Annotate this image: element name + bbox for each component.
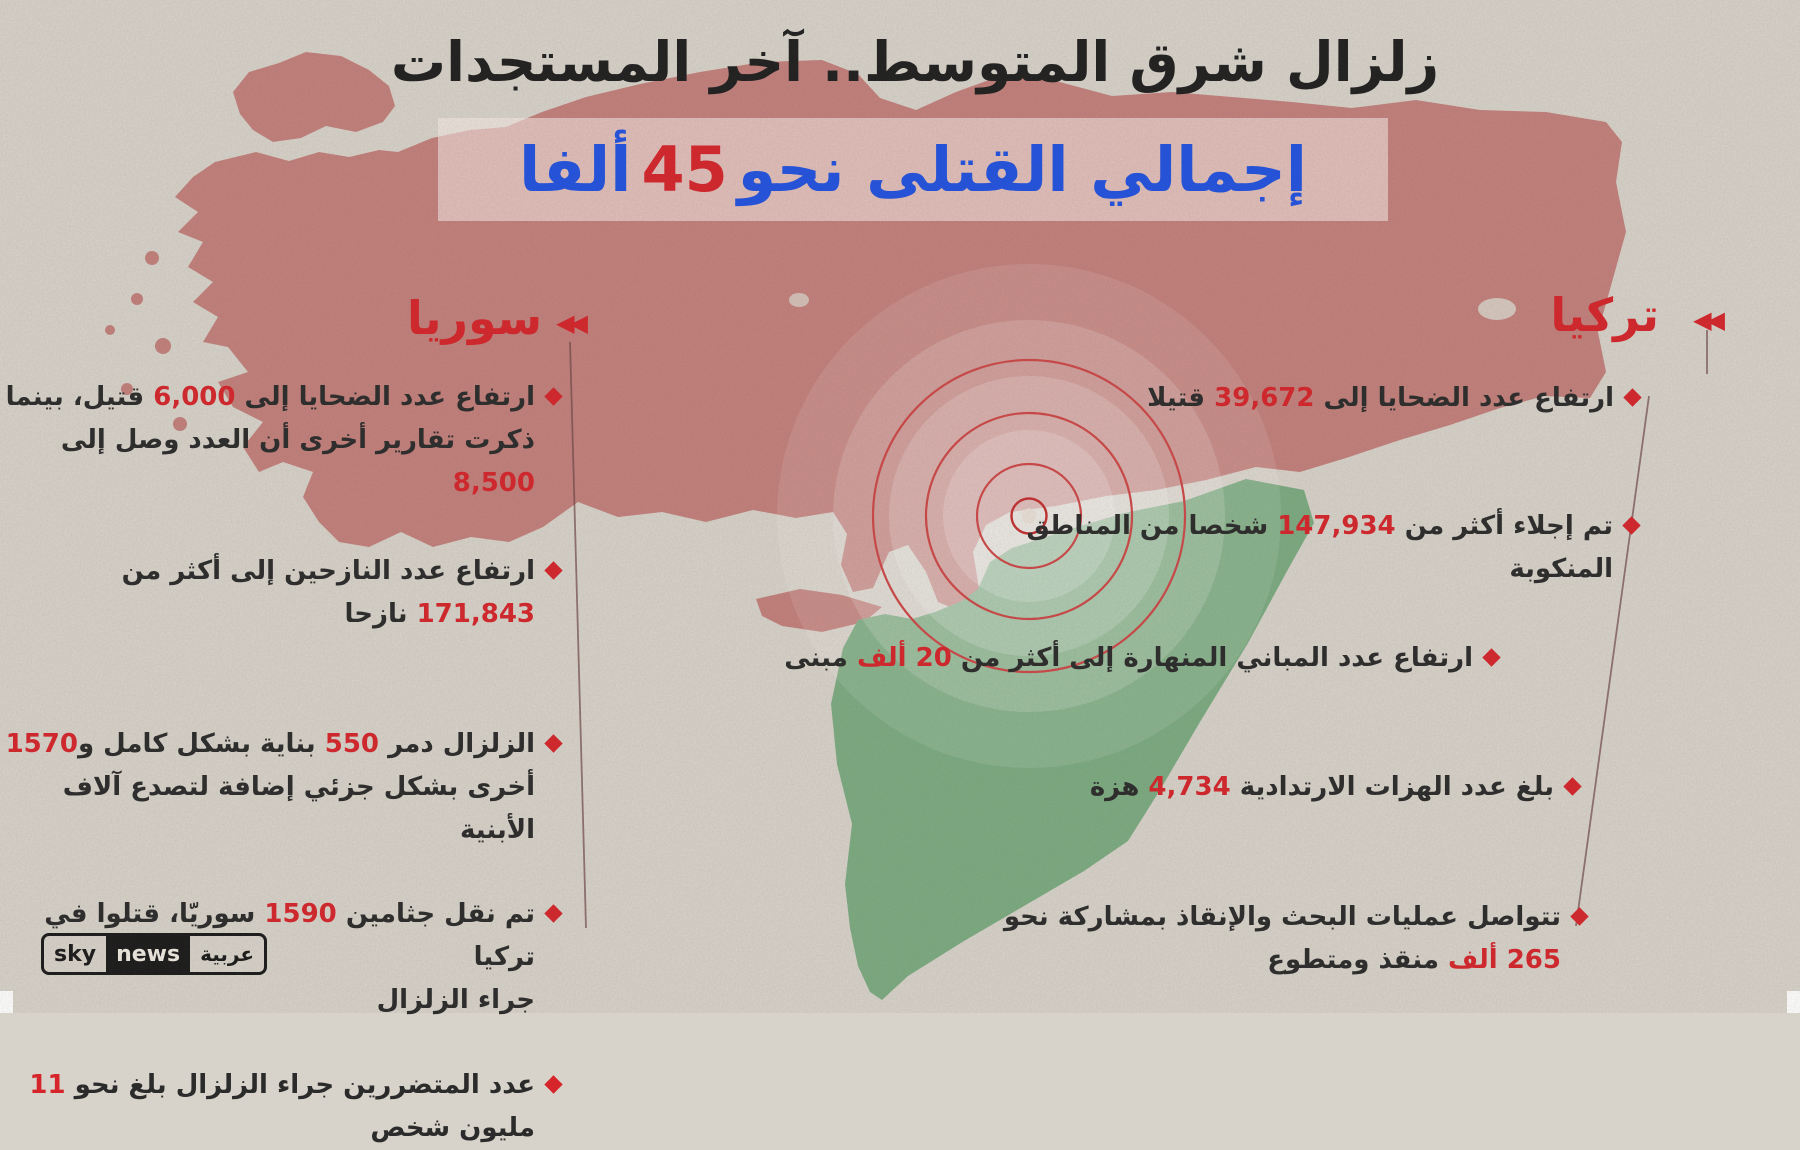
- bullet-item: تتواصل عمليات البحث والإنقاذ بمشاركة نحو…: [1003, 896, 1589, 982]
- bullet-item: عدد المتضررين جراء الزلزال بلغ نحو 11 مل…: [0, 1064, 563, 1150]
- diamond-bullet-icon: [1622, 516, 1641, 535]
- bullet-text: بلغ عدد الهزات الارتدادية 4,734 هزة: [1089, 772, 1554, 802]
- logo-arabia-text: عربية: [200, 942, 254, 966]
- diamond-bullet-icon: [1623, 388, 1642, 407]
- bullet-item: تم إجلاء أكثر من 147,934 شخصا من المناطق…: [1026, 505, 1641, 591]
- bullet-item: ارتفاع عدد المباني المنهارة إلى أكثر من …: [784, 637, 1501, 680]
- diamond-bullet-icon: [1563, 777, 1582, 796]
- bullet-text: ارتفاع عدد المباني المنهارة إلى أكثر من …: [784, 643, 1473, 673]
- skynews-arabia-logo: sky news عربية: [41, 933, 267, 975]
- bullet-text: ارتفاع عدد الضحايا إلى 39,672 قتيلا: [1147, 383, 1614, 413]
- logo-sky-text: sky: [54, 941, 97, 967]
- logo-news-text: news: [106, 936, 191, 972]
- bullet-item: ارتفاع عدد الضحايا إلى 39,672 قتيلا: [1147, 377, 1642, 420]
- bullet-text: تتواصل عمليات البحث والإنقاذ بمشاركة نحو…: [1003, 902, 1561, 975]
- bullet-text: تم إجلاء أكثر من 147,934 شخصا من المناطق…: [1026, 511, 1613, 584]
- diamond-bullet-icon: [1482, 648, 1501, 667]
- turkey-bullet-list: ارتفاع عدد الضحايا إلى 39,672 قتيلا تم إج…: [784, 377, 1642, 982]
- corner-crop-mark: [0, 991, 13, 1013]
- diamond-bullet-icon: [544, 1075, 563, 1094]
- bullet-text: عدد المتضررين جراء الزلزال بلغ نحو 11 مل…: [29, 1070, 535, 1143]
- diamond-bullet-icon: [1570, 907, 1589, 926]
- bullet-item: بلغ عدد الهزات الارتدادية 4,734 هزة: [1089, 766, 1582, 809]
- corner-crop-mark: [1787, 991, 1800, 1013]
